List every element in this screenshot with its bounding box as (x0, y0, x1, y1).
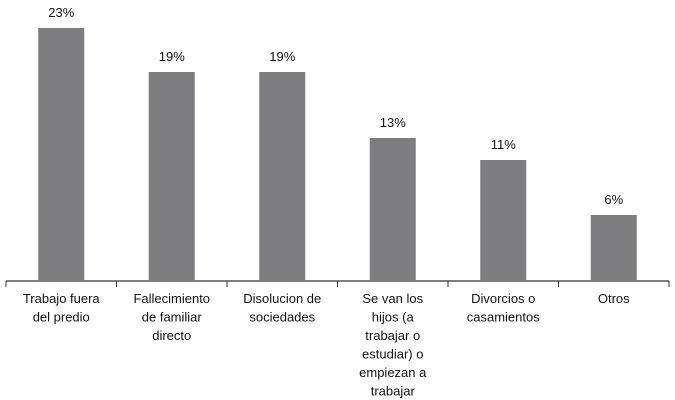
category-label: Trabajo fuera del predio (23, 291, 101, 325)
bar (148, 72, 195, 281)
bars (38, 28, 637, 281)
bar (590, 215, 637, 281)
category-labels: Trabajo fuera del predio Fallecimiento de f… (23, 291, 630, 399)
bar-value-label: 6% (604, 192, 623, 207)
bar-value-label: 19% (159, 49, 185, 64)
bar (259, 72, 306, 281)
bar (38, 28, 85, 281)
bar-value-label: 11% (491, 137, 516, 152)
bar-value-label: 19% (269, 49, 295, 64)
bar (369, 138, 416, 281)
x-axis-ticks (5, 281, 670, 287)
category-label: Otros (598, 291, 630, 306)
category-label: Fallecimiento de familiar directo (133, 291, 210, 343)
data-labels: 23% 19% 19% 13% 11% 6% (48, 5, 623, 207)
bar-value-label: 23% (48, 5, 74, 20)
category-label: Disolucion de sociedades (243, 291, 321, 325)
bar (480, 160, 527, 281)
bar-value-label: 13% (380, 115, 406, 130)
category-label: Divorcios o casamientos (467, 291, 540, 325)
